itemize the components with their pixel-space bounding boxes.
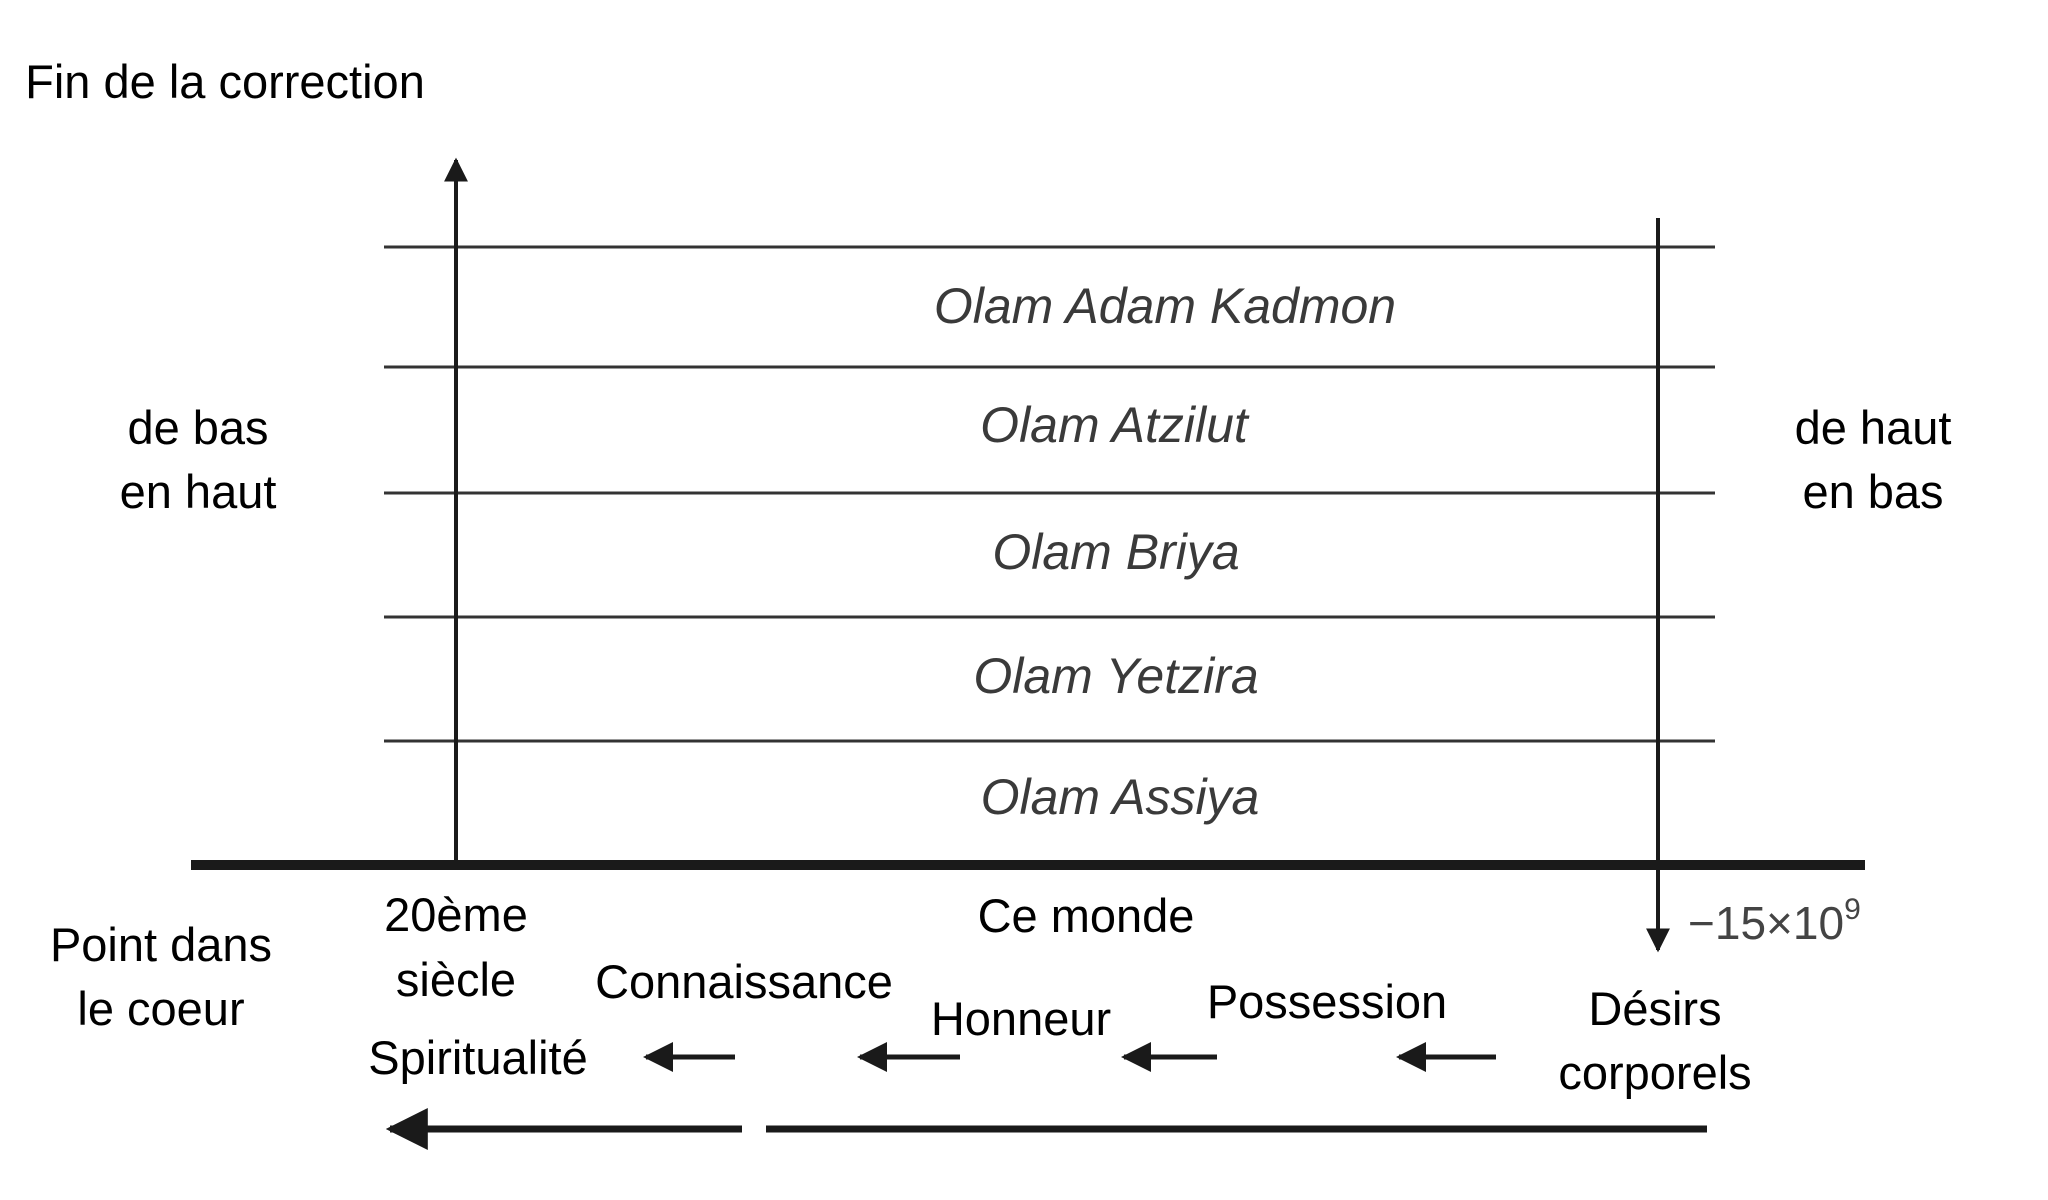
point-label-line1: Point dans (50, 918, 272, 971)
possession-label: Possession (1207, 975, 1447, 1028)
time-label: −15×109 (1688, 893, 1861, 949)
title: Fin de la correction (25, 55, 425, 108)
point-label-line2: le coeur (77, 982, 244, 1035)
honor-label: Honneur (931, 992, 1111, 1045)
layer-briya: Olam Briya (992, 524, 1239, 580)
layer-assiya: Olam Assiya (981, 769, 1260, 825)
bodily-desires-line2: corporels (1558, 1046, 1751, 1099)
layer-lines (384, 245, 1715, 743)
bodily-desires-line1: Désirs (1588, 982, 1721, 1035)
layer-atzilut: Olam Atzilut (980, 397, 1250, 453)
knowledge-label: Connaissance (595, 955, 893, 1008)
time-label-exponent: 9 (1844, 893, 1861, 926)
time-label-base: −15×10 (1688, 897, 1844, 949)
layer-adam-kadmon: Olam Adam Kadmon (934, 278, 1396, 334)
right-label-line1: de haut (1795, 401, 1952, 454)
layer-yetzira: Olam Yetzira (973, 648, 1258, 704)
this-world-label: Ce monde (978, 889, 1195, 942)
left-label-line1: de bas (127, 401, 268, 454)
right-label-line2: en bas (1802, 465, 1943, 518)
spirituality-label: Spiritualité (368, 1031, 587, 1084)
century-label-line2: siècle (396, 953, 516, 1006)
left-label-line2: en haut (120, 465, 277, 518)
century-label-line1: 20ème (384, 888, 528, 941)
